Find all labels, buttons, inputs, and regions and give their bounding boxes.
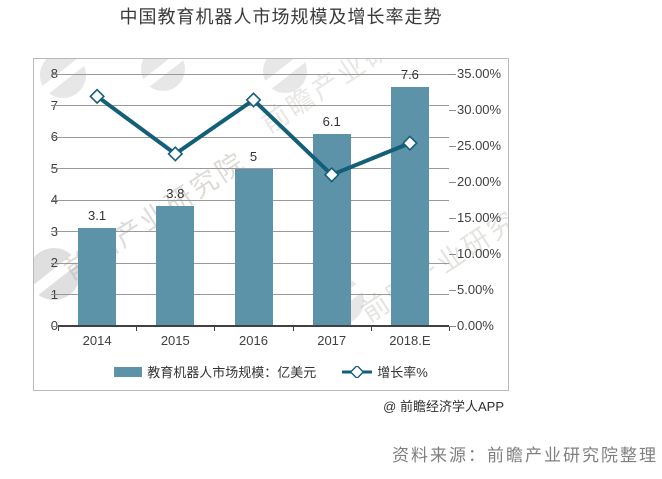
legend-label-market-size: 教育机器人市场规模：亿美元: [147, 365, 317, 380]
bar-value-label: 7.6: [400, 66, 419, 82]
right-axis-tick: [449, 325, 456, 327]
bar-2014: [78, 228, 117, 326]
right-axis-tick-label: 5.00%: [457, 282, 494, 297]
left-axis-tick: [51, 231, 58, 232]
left-axis-tick: [51, 199, 58, 201]
x-axis-line: [58, 325, 449, 327]
bar-2017: [312, 133, 351, 326]
right-axis-tick: [449, 289, 456, 291]
right-axis-tick: [449, 145, 456, 147]
bar-value-label: 6.1: [322, 113, 341, 129]
x-axis-category-label: 2016: [239, 333, 268, 348]
x-axis-category-label: 2018.E: [389, 333, 431, 348]
growth-marker-2015: [167, 146, 184, 162]
right-axis-tick-label: 20.00%: [457, 174, 502, 189]
right-axis-tick: [449, 253, 456, 255]
left-axis-tick: [51, 294, 58, 295]
x-axis-category-label: 2015: [160, 333, 190, 348]
left-axis-tick: [51, 105, 58, 106]
bar-value-label: 3.8: [166, 186, 185, 202]
gridline: [58, 73, 449, 75]
left-axis-tick: [51, 168, 58, 169]
growth-marker-2017: [323, 166, 340, 183]
right-axis-tick: [449, 181, 456, 183]
x-axis-category-label: 2017: [317, 333, 347, 348]
x-axis-tick: [136, 327, 138, 331]
growth-marker-2014: [89, 88, 105, 105]
growth-marker-2016: [245, 92, 262, 108]
bar-2015: [156, 206, 195, 326]
bar-series-swatch-icon: [114, 366, 143, 377]
left-axis-tick: [51, 136, 58, 138]
x-axis-category-label: 2014: [82, 333, 112, 348]
x-axis-tick: [214, 327, 216, 331]
right-axis-tick-label: 10.00%: [457, 246, 502, 261]
credit-text: @ 前瞻经济学人APP: [383, 399, 504, 414]
bar-value-label: 3.1: [88, 208, 107, 224]
x-axis-tick: [370, 327, 372, 331]
left-axis-tick: [51, 73, 58, 75]
right-axis-tick-label: 30.00%: [457, 102, 502, 117]
right-axis-tick: [449, 217, 456, 219]
line-series-marker-icon: [342, 365, 373, 378]
right-axis-tick-label: 35.00%: [457, 66, 502, 81]
legend: 教育机器人市场规模：亿美元 增长率%: [34, 362, 508, 381]
legend-label-growth-rate: 增长率%: [377, 365, 428, 380]
right-axis-tick-label: 25.00%: [457, 138, 502, 153]
bar-2018.E: [390, 86, 429, 326]
legend-item-market-size: 教育机器人市场规模：亿美元: [114, 362, 316, 381]
chart-frame: 前瞻产业研究院 前瞻产业研究院 前瞻产业研究院 3.13.856.17.6 87…: [33, 58, 509, 391]
growth-line-series: [89, 88, 418, 183]
growth-marker-2018.E: [402, 135, 418, 151]
x-axis-tick: [292, 327, 294, 331]
bar-2016: [234, 168, 273, 326]
bar-value-label: 5: [249, 148, 258, 164]
source-text: 资料来源：前瞻产业研究院整理: [392, 446, 658, 465]
right-axis-tick-label: 15.00%: [457, 210, 502, 225]
x-axis-tick: [58, 327, 59, 331]
left-axis-tick: [51, 262, 58, 264]
right-axis-tick-label: 0.00%: [457, 318, 494, 333]
growth-line: [95, 94, 411, 178]
chart-title: 中国教育机器人市场规模及增长率走势: [119, 7, 443, 27]
legend-item-growth-rate: 增长率%: [342, 362, 428, 381]
right-axis-tick: [449, 109, 456, 111]
gridline: [58, 136, 449, 138]
left-axis-tick: [51, 325, 58, 327]
right-axis-tick: [449, 73, 456, 75]
x-axis-tick: [449, 327, 450, 331]
